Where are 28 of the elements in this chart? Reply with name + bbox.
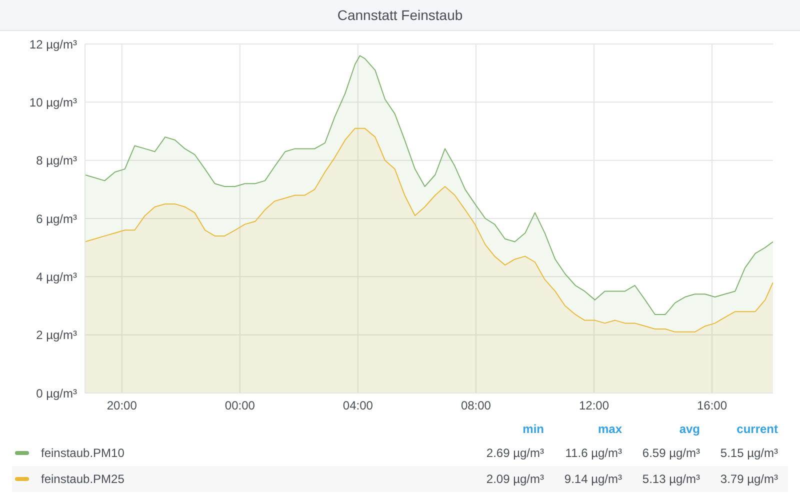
- text: max: [596, 422, 622, 436]
- y-tick-label: 4 µg/m³: [36, 270, 78, 284]
- text: current: [736, 422, 779, 436]
- y-tick-label: 2 µg/m³: [36, 328, 78, 342]
- text: 3.79 µg/m³: [719, 472, 779, 486]
- y-tick-label: 8 µg/m³: [36, 154, 78, 168]
- text: 6.59 µg/m³: [641, 446, 700, 460]
- text: 5.13 µg/m³: [641, 472, 700, 486]
- legend-label: feinstaub.PM25: [41, 472, 126, 486]
- chart-title: Cannstatt Feinstaub: [0, 0, 800, 31]
- x-tick-label: 20:00: [106, 398, 138, 413]
- text: 11.6 µg/m³: [564, 446, 622, 460]
- text: 9.14 µg/m³: [563, 472, 622, 486]
- x-tick-label: 12:00: [578, 398, 610, 413]
- x-tick-label: 04:00: [342, 398, 374, 413]
- legend-label: feinstaub.PM10: [41, 446, 126, 460]
- y-tick-label: 6 µg/m³: [36, 212, 78, 226]
- x-tick-label: 00:00: [224, 398, 256, 413]
- x-tick-label: 16:00: [697, 398, 728, 413]
- y-tick-label: 10 µg/m³: [29, 95, 77, 110]
- x-tick-label: 08:00: [460, 398, 492, 413]
- text: 2.69 µg/m³: [485, 446, 544, 460]
- text: min: [522, 422, 544, 436]
- y-tick-label: 0 µg/m³: [36, 386, 78, 400]
- text: 5.15 µg/m³: [719, 446, 779, 460]
- y-tick-label: 12 µg/m³: [29, 37, 77, 52]
- text: avg: [678, 422, 700, 436]
- text: 2.09 µg/m³: [485, 472, 544, 486]
